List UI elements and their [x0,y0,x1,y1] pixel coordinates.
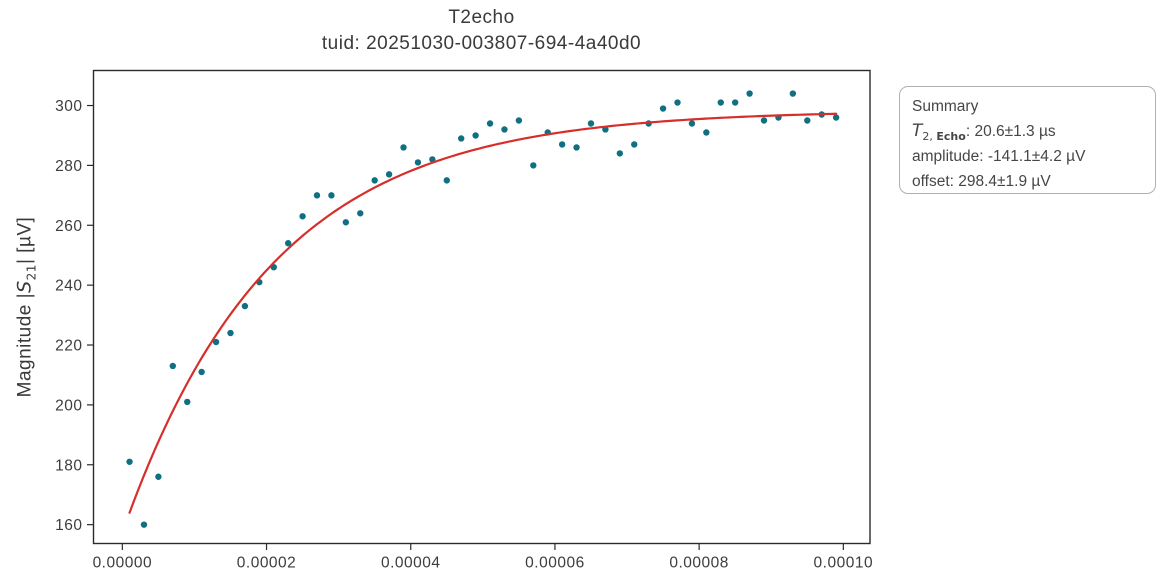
x-tick-label: 0.00004 [381,555,441,572]
scatter-point [299,213,306,220]
scatter-point [140,521,148,528]
t2-separator: : [965,123,975,140]
scatter-point [486,120,494,127]
offset-separator: : [949,173,959,190]
scatter-point [746,90,753,97]
scatter-point [515,117,523,124]
offset-value: 298.4±1.9 µV [958,173,1051,190]
scatter-point [616,150,624,157]
amplitude-value: -141.1±4.2 µV [987,148,1086,165]
summary-amplitude-line: amplitude: -141.1±4.2 µV [912,144,1143,169]
scatter-point [760,117,768,124]
scatter-point [659,105,667,112]
scatter-point [241,302,249,310]
t2-subscript: 2, Echo [922,130,966,143]
x-tick-label: 0.00002 [237,555,297,572]
amplitude-separator: : [979,148,988,165]
scatter-point [472,132,479,139]
x-tick-label: 0.00008 [669,555,729,572]
x-tick-label: 0.00010 [814,555,874,572]
summary-panel: Summary T2, Echo: 20.6±1.3 µs amplitude:… [899,86,1156,194]
scatter-point [313,192,321,199]
axes-frame [92,69,871,545]
scatter-point [198,368,205,376]
scatter-point [501,126,508,133]
y-tick-label: 180 [55,457,82,474]
scatter-point [227,329,234,337]
scatter-point [458,135,465,142]
scatter-point [731,99,739,106]
scatter-point [400,144,407,151]
scatter-point [443,177,450,184]
scatter-point [184,398,191,406]
scatter-point [342,219,350,226]
scatter-point [703,129,710,136]
scatter-point [357,210,364,217]
scatter-point [717,99,724,106]
scatter-point [789,90,797,97]
scatter-point [328,192,335,199]
x-tick-label: 0.00000 [93,555,153,572]
scatter-point [169,362,177,370]
scatter-point [212,338,220,346]
summary-offset-line: offset: 298.4±1.9 µV [912,169,1143,194]
amplitude-label: amplitude [912,148,980,165]
scatter-point [126,458,133,465]
summary-t2-line: T2, Echo: 20.6±1.3 µs [912,119,1143,144]
y-tick-label: 260 [55,218,82,235]
fit-line [128,112,838,514]
scatter-point [804,117,811,124]
y-tick-label: 240 [55,278,82,295]
t2-value: 20.6±1.3 µs [974,123,1056,140]
summary-heading: Summary [912,98,979,115]
offset-label: offset [912,173,950,190]
scatter-point [688,120,696,127]
scatter-point [631,141,638,148]
y-tick-label: 300 [55,98,82,115]
scatter-point [832,114,840,121]
scatter-point [530,162,537,169]
chart-title-block: T2echo tuid: 20251030-003807-694-4a40d0 [93,5,870,57]
scatter-point [284,240,292,247]
chart-title: T2echo [448,7,515,28]
scatter-point [587,120,595,127]
t2-symbol: T [912,121,923,141]
y-tick-label: 200 [55,397,82,414]
y-tick-label: 280 [55,158,82,175]
scatter-point [155,473,162,480]
x-tick-label: 0.00006 [525,555,585,572]
scatter-point [573,144,580,151]
chart-subtitle-tuid: tuid: 20251030-003807-694-4a40d0 [321,33,642,54]
scatter-point [674,99,681,106]
scatter-point [371,177,378,184]
scatter-point [414,159,422,166]
y-tick-label: 160 [55,517,82,534]
scatter-point [558,141,566,148]
scatter-point [385,171,393,178]
y-tick-label: 220 [55,338,82,355]
